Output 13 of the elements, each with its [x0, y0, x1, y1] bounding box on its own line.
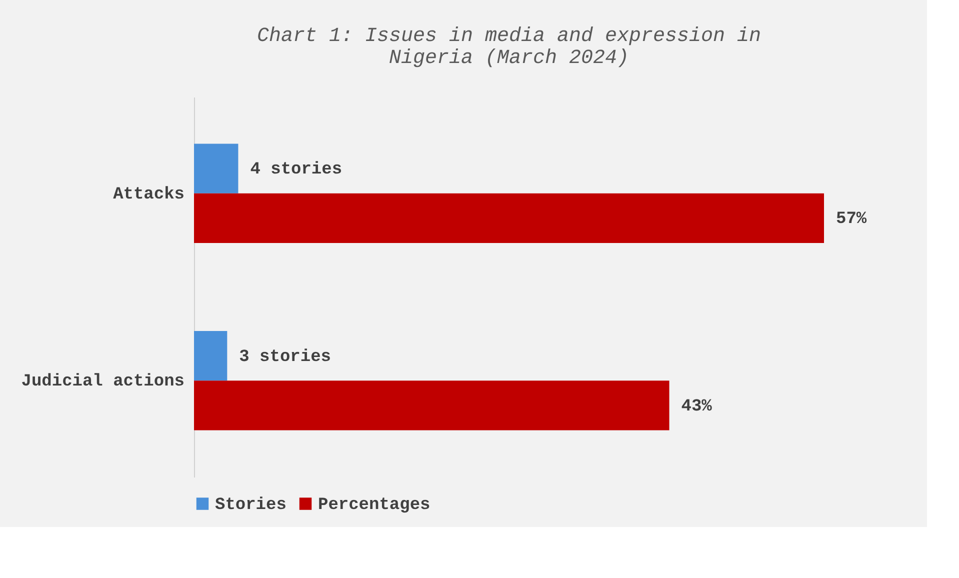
- data-label: 3 stories: [239, 348, 331, 367]
- legend-label: Percentages: [318, 496, 430, 515]
- bar: [194, 380, 670, 430]
- legend-label: Stories: [215, 496, 286, 515]
- y-tick-label: Judicial actions: [21, 372, 184, 392]
- data-label: 57%: [836, 210, 868, 230]
- data-label: 43%: [681, 397, 713, 416]
- bar: [194, 144, 238, 194]
- data-label: 4 stories: [250, 160, 342, 180]
- bar: [194, 193, 824, 244]
- y-tick-label: Attacks: [113, 185, 184, 204]
- bar: [194, 330, 228, 381]
- chart-title: Chart 1: Issues in media and expression in Nigeria (March 2024): [256, 25, 762, 70]
